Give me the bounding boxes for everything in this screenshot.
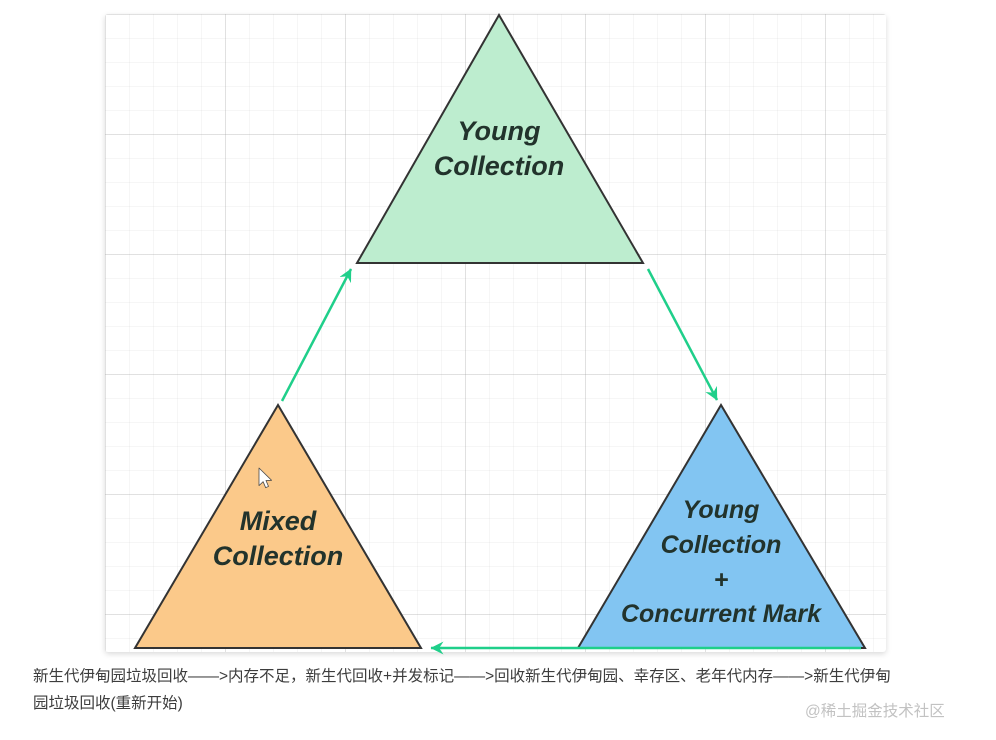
svg-text:Collection: Collection xyxy=(434,151,565,181)
svg-text:Young: Young xyxy=(458,116,541,146)
svg-text:+: + xyxy=(714,566,729,594)
svg-text:Collection: Collection xyxy=(213,541,344,571)
svg-text:Mixed: Mixed xyxy=(240,506,317,536)
svg-text:Young: Young xyxy=(683,496,760,524)
svg-text:Collection: Collection xyxy=(661,531,782,559)
svg-text:Concurrent Mark: Concurrent Mark xyxy=(621,600,822,628)
